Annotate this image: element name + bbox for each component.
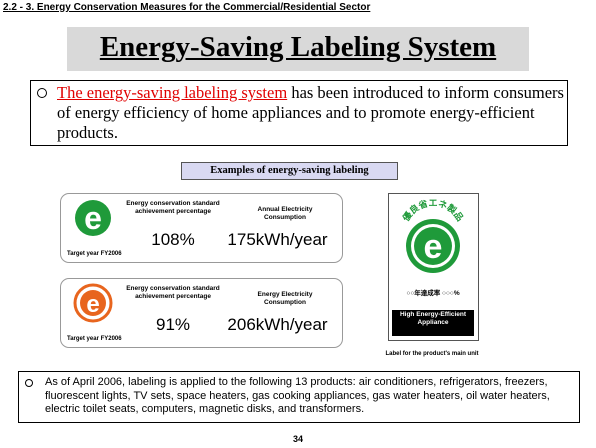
consumption-value: 206kWh/year [227,315,328,334]
achievement-value: 91% [155,315,191,334]
energy-saving-e-logo-icon: e [75,200,111,236]
achievement-label: Energy conservation standard achievement… [126,200,220,215]
page-number: 34 [292,434,303,444]
intro-text: The energy-saving labeling system has be… [57,83,565,143]
achievement-value: 108% [151,230,195,249]
target-year: Target year FY2006 [67,251,122,257]
achievement-label: Energy conservation standard achievement… [126,285,220,300]
achievement-line: ○○年達成率 ○○○% [406,290,460,297]
energy-saving-seal-icon: 優良省エネ製品 e [399,197,465,273]
svg-text:e: e [86,291,99,318]
section-header: 2.2 - 3. Energy Conservation Measures fo… [3,2,371,13]
label-card-green: e Target year FY2006 Energy conservation… [60,193,343,263]
high-efficiency-band: High Energy-Efficient Appliance [392,310,474,336]
labeling-system-link[interactable]: The energy-saving labeling system [57,83,288,102]
consumption-label: Energy Electricity Consumption [257,291,313,306]
bullet-circle-icon [37,88,47,98]
svg-text:e: e [84,200,102,236]
mark-caption: Label for the product's main unit [385,351,479,357]
bullet-circle-icon [25,379,33,387]
target-year: Target year FY2006 [67,336,122,342]
title-band [67,27,529,71]
page-title: Energy-Saving Labeling System [99,31,497,63]
label-card-orange: e Target year FY2006 Energy conservation… [60,278,343,348]
high-efficiency-mark: 優良省エネ製品 e ○○年達成率 ○○○% High Energy-Effici… [388,193,479,341]
examples-heading: Examples of energy-saving labeling [181,162,398,180]
note-text: As of April 2006, labeling is applied to… [45,376,550,415]
intro-rest: has been introduced to inform consumers … [57,83,564,142]
energy-saving-e-logo-icon: e [73,283,113,323]
consumption-label: Annual Electricity Consumption [257,206,313,221]
applicability-note: As of April 2006, labeling is applied to… [18,371,580,423]
intro-box: The energy-saving labeling system has be… [30,80,568,146]
consumption-value: 175kWh/year [227,230,328,249]
svg-text:e: e [424,228,443,266]
